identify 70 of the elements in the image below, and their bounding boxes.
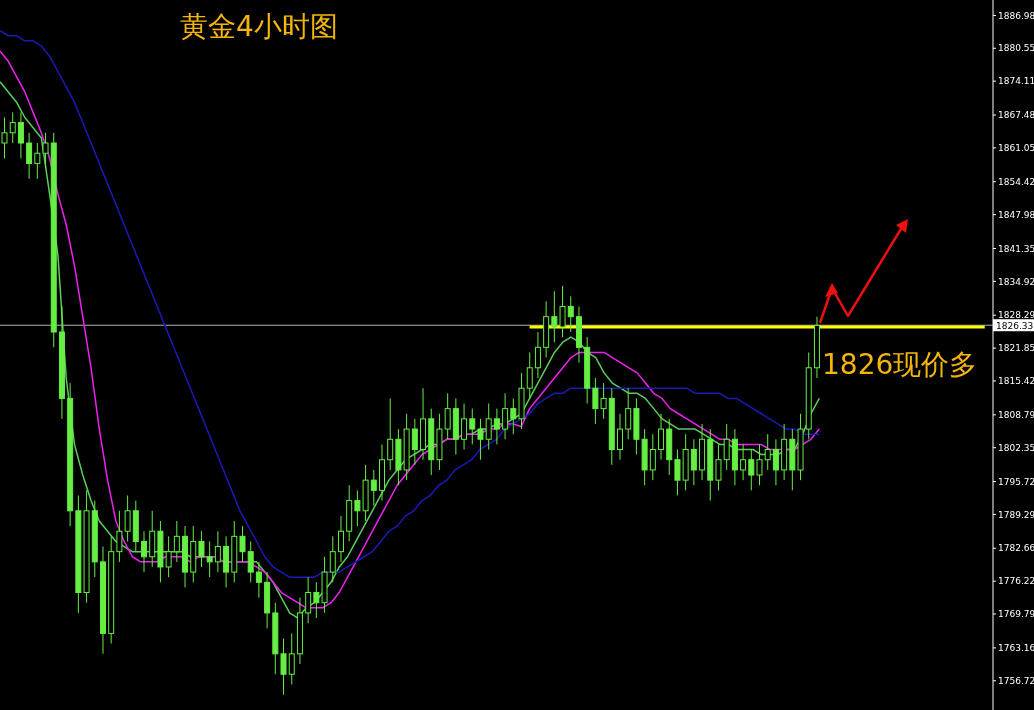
candlestick	[280, 637, 287, 696]
y-tick-label: 1802.35	[998, 442, 1034, 453]
candlestick	[329, 535, 336, 583]
candlestick	[444, 392, 451, 440]
candlestick	[567, 295, 574, 333]
candlestick	[206, 540, 213, 578]
y-tick-label: 1867.48	[998, 110, 1034, 121]
y-tick-label: 1815.42	[998, 376, 1034, 387]
ref-line-label: 1826.33	[996, 320, 1034, 331]
candlestick	[173, 520, 180, 563]
candlestick	[649, 433, 656, 481]
candlestick	[255, 561, 262, 599]
y-tick-label: 1821.85	[998, 343, 1034, 354]
candlestick	[756, 443, 763, 486]
y-tick-label: 1828.29	[998, 310, 1034, 321]
candlestick	[658, 413, 665, 461]
y-tick-label: 1789.29	[998, 509, 1034, 520]
candlestick	[461, 403, 468, 450]
candlestick	[723, 423, 730, 471]
y-tick-label: 1776.22	[998, 576, 1034, 587]
candlestick	[305, 576, 312, 624]
y-tick-label: 1861.05	[998, 143, 1034, 154]
candlestick	[411, 418, 418, 466]
annotation: 1826现价多	[822, 347, 978, 383]
candlestick	[288, 632, 295, 685]
y-tick-label: 1808.79	[998, 410, 1034, 421]
candlestick	[387, 397, 394, 471]
candlestick	[485, 403, 492, 450]
y-tick-label: 1886.98	[998, 10, 1034, 21]
candlestick	[26, 132, 33, 180]
y-tick-label: 1756.72	[998, 675, 1034, 686]
y-tick-label: 1782.66	[998, 543, 1034, 554]
candlestick	[141, 530, 148, 573]
candlestick	[198, 530, 205, 568]
candlestick	[34, 142, 41, 180]
y-tick-label: 1880.55	[998, 43, 1034, 54]
y-tick-label: 1763.16	[998, 643, 1034, 654]
candlestick	[42, 132, 49, 170]
candlestick	[469, 408, 476, 445]
y-tick-label: 1769.79	[998, 609, 1034, 620]
candlestick	[370, 469, 377, 507]
chart-title: 黄金4小时图	[180, 9, 338, 45]
candlestick	[337, 515, 344, 563]
candlestick	[477, 418, 484, 461]
candlestick	[239, 525, 246, 563]
candlestick	[510, 397, 517, 435]
y-tick-label: 1874.11	[998, 76, 1034, 87]
candlestick	[534, 331, 541, 379]
y-tick-label: 1834.92	[998, 276, 1034, 287]
candlestick	[493, 408, 500, 445]
candlestick	[715, 443, 722, 491]
candlestick	[772, 438, 779, 486]
y-tick-label: 1854.42	[998, 176, 1034, 187]
candlestick	[247, 540, 254, 583]
y-tick-label: 1841.35	[998, 243, 1034, 254]
y-tick-label: 1795.72	[998, 476, 1034, 487]
candlestick	[748, 449, 755, 491]
candlestick	[17, 111, 24, 159]
candlestick	[551, 290, 558, 343]
candlestick	[559, 285, 566, 338]
candlestick	[526, 351, 533, 399]
candlestick	[617, 413, 623, 461]
candlestick	[9, 111, 16, 144]
y-tick-label: 1847.98	[998, 209, 1034, 220]
candlestick	[214, 530, 221, 573]
candlestick	[690, 438, 697, 486]
candlestick	[740, 443, 747, 481]
candlestick	[764, 433, 771, 471]
candlestick	[625, 387, 632, 440]
candlestick	[502, 392, 509, 440]
